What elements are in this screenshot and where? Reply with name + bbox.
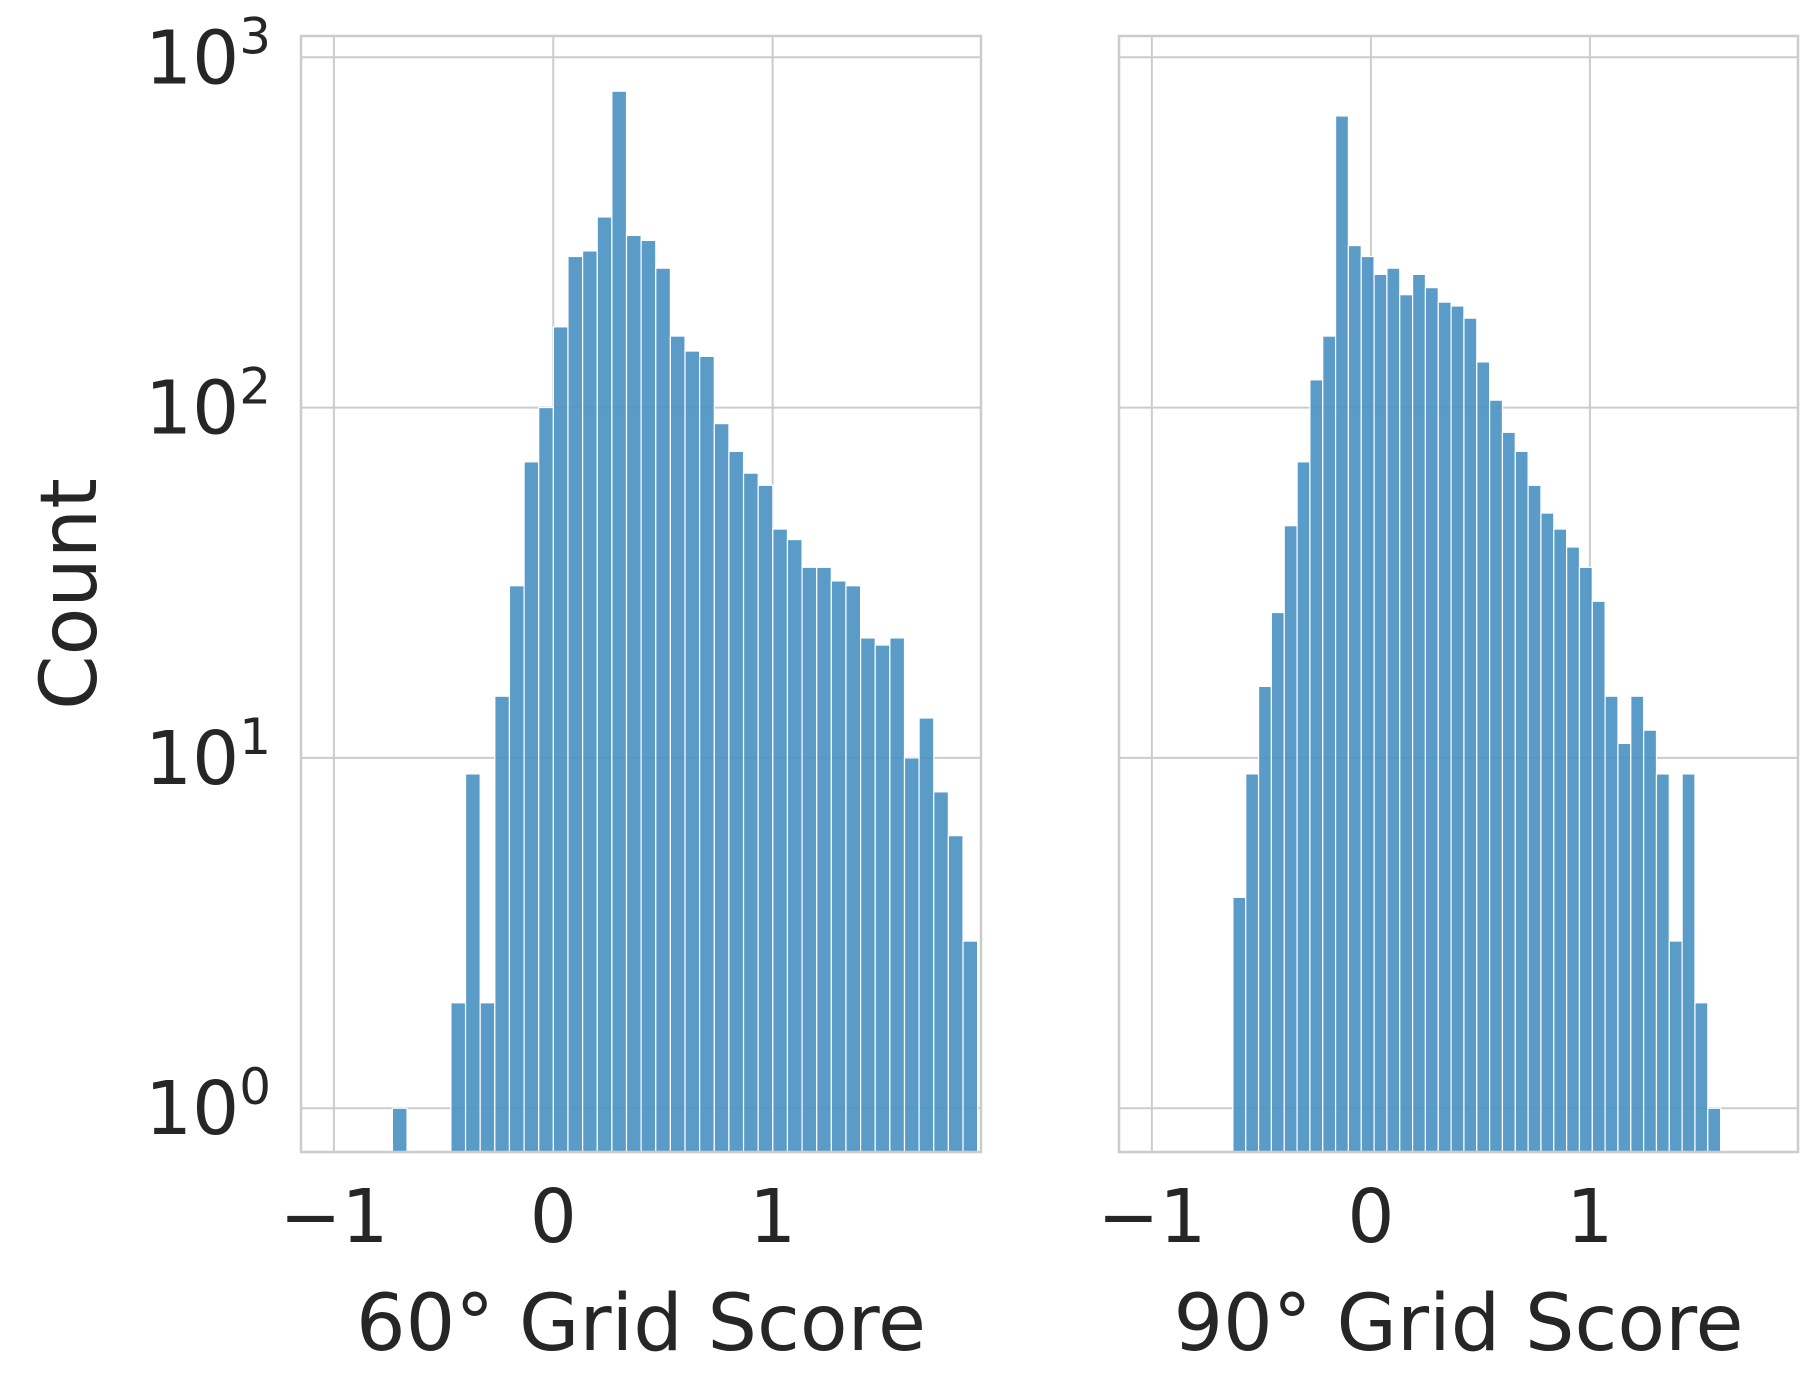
- x-tick-label: −1: [279, 1174, 388, 1260]
- histogram-bar: [1386, 267, 1401, 1153]
- histogram-bar: [1707, 1107, 1722, 1153]
- histogram-bar: [1643, 729, 1658, 1153]
- histogram-bar: [538, 406, 554, 1153]
- histogram-bar: [640, 239, 657, 1153]
- x-tick-label: 1: [749, 1174, 796, 1260]
- histogram-bar: [1270, 611, 1285, 1153]
- histogram-bar: [391, 1107, 408, 1153]
- histogram-bar: [1334, 115, 1350, 1153]
- histogram-bar: [1553, 528, 1568, 1153]
- histogram-bar: [1424, 287, 1439, 1153]
- panel-1: −1 0 1 100 101 102 103 60° Grid Score Count: [25, 7, 983, 1369]
- y-tick-label: 103: [145, 7, 271, 101]
- histogram-bar: [1489, 399, 1504, 1153]
- axes-frame: [299, 34, 983, 1154]
- histogram-bar: [1283, 525, 1298, 1153]
- histogram-bar: [1566, 546, 1581, 1153]
- histogram-bar: [933, 791, 949, 1153]
- histogram-bar: [1411, 273, 1427, 1153]
- axes-frame: [1117, 34, 1800, 1154]
- histogram-bar: [1245, 773, 1260, 1153]
- y-axis-label: Count: [25, 478, 115, 710]
- histogram-bar: [742, 472, 759, 1153]
- histogram-bar: [728, 450, 745, 1153]
- histogram-bar: [1540, 512, 1555, 1153]
- histogram-bar: [1296, 461, 1311, 1153]
- histogram-bar: [918, 717, 935, 1153]
- histogram-bar: [1617, 742, 1632, 1153]
- histogram-bar: [450, 1002, 467, 1153]
- histogram-bar: [830, 580, 847, 1153]
- histogram-bar: [903, 757, 920, 1153]
- histogram-bar: [699, 355, 715, 1153]
- x-tick-label: −1: [1097, 1174, 1206, 1260]
- histogram-bar: [713, 423, 730, 1153]
- histogram-bar: [1591, 600, 1606, 1153]
- histogram-bar: [859, 637, 876, 1153]
- histogram-bar: [845, 585, 862, 1153]
- histogram-bar: [611, 90, 628, 1153]
- histogram-bar: [1309, 379, 1324, 1153]
- histogram-bar: [684, 350, 701, 1153]
- histogram-bar: [1257, 685, 1273, 1153]
- y-tick-label: 100: [145, 1058, 271, 1152]
- y-tick-label: 102: [145, 358, 271, 452]
- histogram-bar: [1232, 896, 1247, 1153]
- histogram-bar: [962, 940, 979, 1153]
- panel-2: −1 0 1 90° Grid Score: [1097, 34, 1800, 1369]
- histogram-bar: [552, 326, 569, 1153]
- histogram-bar: [1668, 940, 1683, 1153]
- histogram-bar: [669, 335, 686, 1153]
- histogram-bar: [1604, 695, 1619, 1153]
- histogram-bar: [1373, 273, 1388, 1153]
- x-tick-label: 0: [530, 1174, 577, 1260]
- histogram-bar: [1399, 294, 1414, 1153]
- histogram-bar: [1681, 773, 1696, 1153]
- histogram-bar: [1437, 301, 1452, 1153]
- histogram-bar: [567, 255, 584, 1153]
- histogram-bar: [1655, 773, 1670, 1153]
- histogram-bar: [786, 538, 803, 1153]
- histogram-bar: [1501, 431, 1516, 1153]
- histogram-bar: [625, 234, 642, 1153]
- histogram-bar: [1476, 361, 1491, 1153]
- histogram-bar: [874, 644, 891, 1153]
- histogram-bar: [816, 566, 832, 1153]
- x-axis-label: 60° Grid Score: [356, 1279, 926, 1369]
- histogram-bar: [772, 528, 789, 1153]
- y-tick-label: 101: [145, 708, 271, 802]
- histogram-bar: [1514, 450, 1529, 1153]
- histogram-bar: [1450, 305, 1465, 1153]
- histogram-bar: [508, 585, 525, 1153]
- histogram-bar: [757, 484, 774, 1153]
- histogram-bar: [1360, 255, 1375, 1153]
- histogram-bar: [1322, 335, 1337, 1153]
- histogram-bar: [655, 267, 671, 1153]
- histogram-bar: [523, 461, 540, 1153]
- histogram-bar: [464, 773, 481, 1153]
- x-axis-label: 90° Grid Score: [1174, 1279, 1744, 1369]
- histogram-bar: [1694, 1002, 1709, 1153]
- histogram-bar: [947, 835, 964, 1153]
- histogram-bar: [1630, 695, 1645, 1153]
- x-tick-label: 0: [1347, 1174, 1394, 1260]
- x-tick-label: 1: [1566, 1174, 1613, 1260]
- histogram-bar: [582, 250, 598, 1153]
- histogram-bar: [1527, 484, 1542, 1153]
- histogram-bar: [479, 1002, 496, 1153]
- histogram-bar: [1347, 244, 1362, 1153]
- histogram-bar: [801, 566, 818, 1153]
- histogram-bar: [494, 695, 511, 1153]
- histogram-bar: [889, 637, 906, 1153]
- histogram-bar: [1463, 317, 1478, 1153]
- histogram-bar: [596, 216, 613, 1153]
- histogram-bar: [1578, 566, 1593, 1153]
